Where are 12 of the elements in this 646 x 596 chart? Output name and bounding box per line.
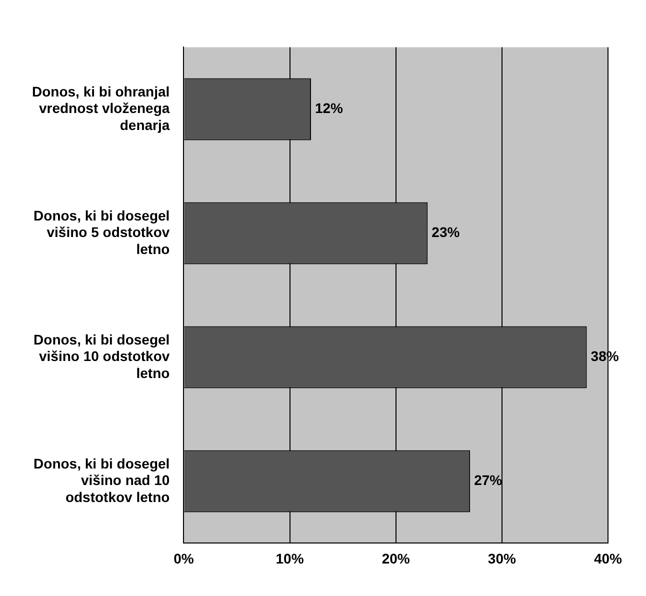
data-label: 12% bbox=[314, 100, 344, 116]
x-tick-label: 40% bbox=[594, 550, 623, 566]
x-tick-label: 0% bbox=[174, 550, 194, 566]
data-label: 23% bbox=[432, 224, 460, 240]
y-tick-label: Donos, ki bi dosegel višino 10 odstotkov letno bbox=[34, 331, 170, 381]
x-tick-label: 20% bbox=[382, 550, 410, 566]
y-tick-label: Donos, ki bi dosegel višino 5 odstotkov letno bbox=[34, 207, 170, 257]
y-tick-label: Donos, ki bi dosegel višino nad 10 odstotkov letno bbox=[34, 455, 170, 505]
x-tick-label: 10% bbox=[276, 550, 304, 566]
x-tick-label: 30% bbox=[488, 550, 516, 566]
y-tick-label: Donos, ki bi ohranjal vrednost vloženega denarja bbox=[32, 83, 170, 133]
data-label: 27% bbox=[474, 472, 503, 488]
